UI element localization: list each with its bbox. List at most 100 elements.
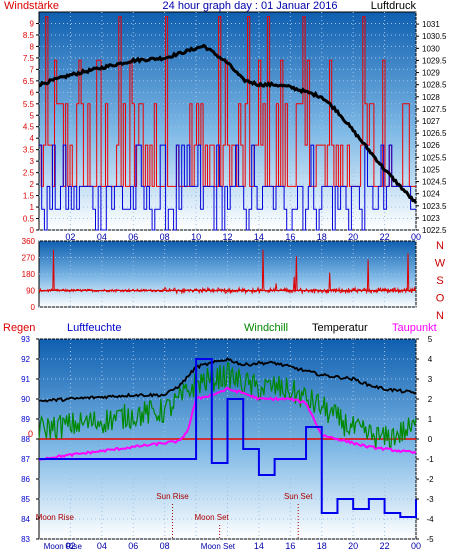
- left-tick-label: 0: [30, 226, 35, 235]
- left-tick-label: 5.5: [23, 100, 35, 109]
- humidity-tick-label: 91: [21, 375, 30, 384]
- left-tick-label: 7: [30, 65, 35, 74]
- temperature-tick-label: -2: [426, 475, 434, 484]
- temperature-tick-label: 4: [428, 355, 433, 364]
- left-tick-label: 1: [30, 203, 35, 212]
- x-tick-label: 02: [65, 232, 75, 242]
- right-tick-label: 1029.5: [422, 56, 447, 65]
- humidity-tick-label: 89: [21, 415, 30, 424]
- x-tick-label: 22: [380, 232, 390, 242]
- direction-tick-label: 270: [22, 254, 36, 263]
- x-tick-label: 12: [222, 232, 232, 242]
- right-tick-label: 1026: [422, 141, 440, 150]
- left-tick-label: 4.5: [23, 123, 35, 132]
- legend-dewpoint: Taupunkt: [392, 322, 437, 334]
- x-tick-label: 10: [191, 232, 201, 242]
- moon-axis-overlay: Moon Rise Moon Set: [44, 542, 236, 551]
- right-tick-label: 1028: [422, 93, 440, 102]
- compass-label: O: [436, 293, 445, 305]
- compass-label: N: [436, 240, 444, 252]
- x-tick-label: 18: [317, 232, 327, 242]
- humidity-axis-ticks: 83 84 85 86 87 88 89 90 91 92 93: [21, 335, 39, 544]
- x-tick-label: 08: [160, 541, 170, 551]
- temperature-line: [39, 357, 417, 403]
- right-tick-label: 1025.5: [422, 153, 447, 162]
- humidity-tick-label: 85: [21, 495, 30, 504]
- direction-tick-label: 360: [22, 237, 36, 246]
- humidity-tick-label: 88: [21, 435, 30, 444]
- step-line: [39, 144, 416, 231]
- x-tick-label: 22: [380, 541, 390, 551]
- right-axis-label: Luftdruck: [371, 0, 417, 12]
- temperature-tick-label: -1: [426, 455, 434, 464]
- right-tick-label: 1023.5: [422, 202, 447, 211]
- temperature-tick-label: -4: [426, 515, 434, 524]
- event-label: Moon Rise: [36, 513, 75, 522]
- legend-humidity: Luftfeuchte: [67, 322, 121, 334]
- event-label: Sun Rise: [156, 492, 189, 501]
- temperature-tick-label: -5: [426, 535, 434, 544]
- moon-rise-axis-label: Moon Rise: [44, 542, 83, 551]
- right-tick-label: 1028.5: [422, 81, 447, 90]
- left-tick-label: 3.5: [23, 146, 35, 155]
- x-tick-label: 14: [254, 232, 264, 242]
- humidity-tick-label: 84: [21, 515, 30, 524]
- wind-pressure-panel: 0 0.5 1 1.5 2 2.5 3 3.5 4 4.5 5 5.5 6 6.5 7 7.5 8 8.5 9 10…: [4, 0, 447, 242]
- right-tick-label: 1025: [422, 165, 440, 174]
- right-tick-label: 1031: [422, 20, 440, 29]
- temperature-tick-label: 2: [428, 395, 433, 404]
- legend-windchill: Windchill: [244, 322, 288, 334]
- chart-title: 24 hour graph day : 01 Januar 2016: [163, 0, 338, 12]
- left-tick-label: 4: [30, 134, 35, 143]
- left-tick-label: 3: [30, 157, 35, 166]
- x-axis-ticks: 02 04 06 08 10 12 14 16 18 20 22 00: [65, 232, 421, 242]
- legend-rain: Regen: [3, 322, 35, 334]
- direction-tick-label: 180: [22, 270, 36, 279]
- x-tick-label: 20: [348, 541, 358, 551]
- event-label: Sun Set: [284, 492, 313, 501]
- left-tick-label: 8.5: [23, 31, 35, 40]
- humidity-line: [39, 358, 417, 518]
- x-tick-label: 18: [317, 541, 327, 551]
- windchill-line: [38, 362, 417, 450]
- temperature-tick-label: -3: [426, 495, 434, 504]
- legend-temperature: Temperatur: [312, 322, 368, 334]
- event-label: Moon Set: [195, 513, 230, 522]
- temperature-tick-label: 3: [428, 375, 433, 384]
- x-tick-label: 06: [128, 232, 138, 242]
- x-tick-label: 00: [411, 541, 421, 551]
- direction-tick-label: 0: [31, 303, 36, 312]
- left-tick-label: 2.5: [23, 169, 35, 178]
- humidity-tick-label: 93: [21, 335, 30, 344]
- moon-set-axis-label: Moon Set: [201, 542, 236, 551]
- right-tick-label: 1027.5: [422, 105, 447, 114]
- x-tick-label: 04: [97, 232, 107, 242]
- temperature-tick-label: 1: [428, 415, 433, 424]
- right-tick-label: 1027: [422, 117, 440, 126]
- rain-zero-label: 0: [28, 429, 33, 439]
- left-axis-label: Windstärke: [4, 0, 59, 12]
- left-tick-label: 1.5: [23, 192, 35, 201]
- direction-tick-label: 90: [26, 287, 35, 296]
- left-tick-label: 2: [30, 180, 35, 189]
- pressure-line: [38, 43, 418, 204]
- right-tick-label: 1030: [422, 44, 440, 53]
- x-tick-label: 08: [160, 232, 170, 242]
- x-tick-label: 04: [97, 541, 107, 551]
- temperature-axis-ticks: -5 -4 -3 -2 -1 0 1 2 3 4 5: [416, 335, 434, 544]
- left-tick-label: 6.5: [23, 77, 35, 86]
- direction-axis-ticks: 0 90 180 270 360: [22, 237, 36, 312]
- right-axis-ticks: 1023 1023.5 1024 1024.5 1025 1025.5 1026 1026.5…: [416, 20, 447, 235]
- wind-direction-line: [38, 249, 417, 295]
- gust-series: [39, 144, 416, 231]
- compass-label: W: [435, 258, 446, 270]
- left-tick-label: 0.5: [23, 215, 35, 224]
- compass-label: S: [436, 275, 443, 287]
- left-tick-label: 6: [30, 88, 35, 97]
- x-tick-label: 16: [285, 232, 295, 242]
- left-tick-label: 9: [30, 19, 35, 28]
- sun-moon-events: Moon Rise Sun Rise Moon Set Sun Set: [36, 492, 313, 539]
- dewpoint-line: [38, 386, 417, 461]
